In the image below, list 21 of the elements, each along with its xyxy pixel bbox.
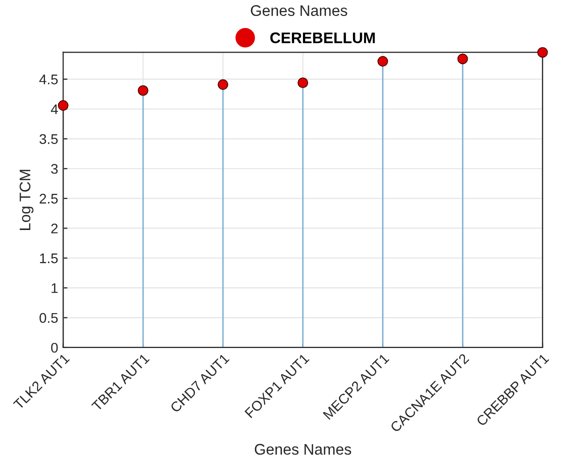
y-tick-label: 3 xyxy=(51,164,58,174)
y-tick-label: 1.5 xyxy=(40,254,58,264)
y-tick-label: 2.5 xyxy=(40,194,58,204)
y-tick-label: 4 xyxy=(50,104,58,114)
legend-label: CEREBELLUM xyxy=(270,32,375,44)
point xyxy=(457,54,468,64)
y-tick-label: 0 xyxy=(51,342,58,353)
point xyxy=(138,85,148,96)
x-axis-title: Genes Names xyxy=(254,444,352,455)
y-tick-label: 3.5 xyxy=(40,134,58,144)
y-tick-label: 4.5 xyxy=(39,74,58,84)
y-axis-title: Log TCM xyxy=(20,170,34,230)
chart-title: Genes Names xyxy=(250,5,348,16)
point xyxy=(58,100,68,111)
point xyxy=(298,77,308,88)
point xyxy=(377,56,388,67)
y-tick-label: 0.5 xyxy=(40,313,58,323)
point xyxy=(218,79,228,90)
y-tick-label: 1 xyxy=(52,283,58,293)
y-tick-label: 2 xyxy=(51,224,58,234)
point xyxy=(537,47,548,58)
